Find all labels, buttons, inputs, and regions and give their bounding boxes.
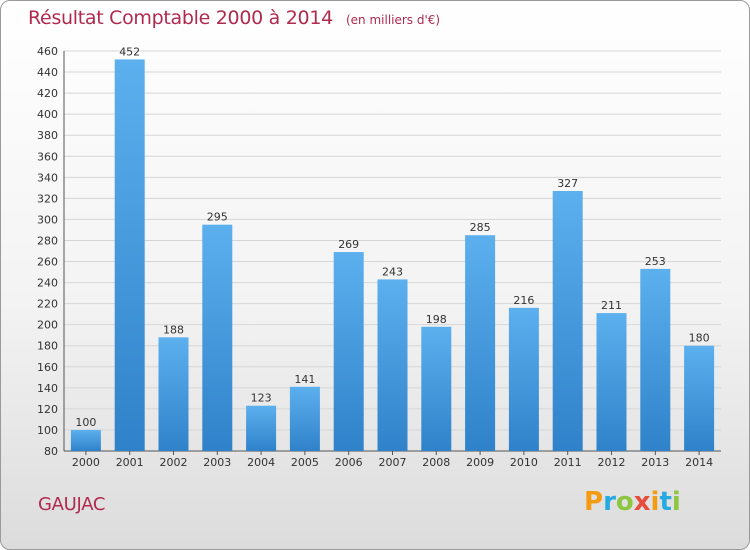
logo-letter: o — [615, 487, 634, 517]
x-tick-label: 2009 — [466, 456, 494, 469]
data-label: 123 — [251, 392, 272, 405]
chart-title: Résultat Comptable 2000 à 2014 — [28, 7, 333, 29]
proxiti-logo: Proxiti — [584, 487, 681, 517]
x-tick-label: 2002 — [160, 456, 188, 469]
logo-letter: t — [659, 487, 672, 517]
x-tick-label: 2004 — [247, 456, 275, 469]
logo-letter: x — [633, 487, 651, 517]
y-tick-label: 220 — [37, 298, 58, 311]
bar — [114, 59, 145, 451]
bar — [158, 337, 189, 451]
y-tick-label: 280 — [37, 234, 58, 247]
data-label: 216 — [513, 294, 534, 307]
y-tick-label: 160 — [37, 361, 58, 374]
y-tick-label: 260 — [37, 256, 58, 269]
y-tick-label: 140 — [37, 382, 58, 395]
x-tick-label: 2012 — [598, 456, 626, 469]
y-tick-label: 380 — [37, 129, 58, 142]
logo-letter: i — [671, 487, 681, 517]
y-tick-label: 300 — [37, 213, 58, 226]
bar — [552, 191, 583, 451]
y-tick-label: 440 — [37, 66, 58, 79]
logo-letter: P — [584, 487, 604, 517]
x-tick-label: 2006 — [335, 456, 363, 469]
bar — [377, 279, 408, 451]
x-tick-label: 2005 — [291, 456, 319, 469]
y-tick-label: 180 — [37, 340, 58, 353]
x-tick-label: 2013 — [641, 456, 669, 469]
bar — [508, 307, 539, 451]
y-tick-label: 360 — [37, 150, 58, 163]
data-label: 285 — [470, 221, 491, 234]
y-tick-label: 80 — [44, 445, 58, 458]
y-tick-label: 240 — [37, 277, 58, 290]
bar — [70, 429, 101, 451]
commune-label: GAUJAC — [38, 494, 106, 515]
data-label: 327 — [557, 177, 578, 190]
x-tick-label: 2011 — [554, 456, 582, 469]
data-label: 180 — [689, 332, 710, 345]
bar — [421, 326, 452, 451]
bar — [596, 313, 627, 451]
data-label: 269 — [338, 238, 359, 251]
x-tick-label: 2003 — [203, 456, 231, 469]
data-label: 198 — [426, 313, 447, 326]
bar — [202, 224, 233, 451]
bar — [289, 386, 320, 451]
data-label: 243 — [382, 265, 403, 278]
y-tick-label: 340 — [37, 171, 58, 184]
chart-title-block: Résultat Comptable 2000 à 2014 (en milli… — [28, 7, 440, 29]
y-tick-label: 460 — [37, 45, 58, 58]
x-tick-label: 2008 — [422, 456, 450, 469]
x-tick-label: 2014 — [685, 456, 713, 469]
x-tick-label: 2007 — [379, 456, 407, 469]
data-label: 188 — [163, 323, 184, 336]
data-label: 253 — [645, 255, 666, 268]
data-label: 211 — [601, 299, 622, 312]
chart-subtitle: (en milliers d'€) — [345, 13, 441, 27]
data-label: 295 — [207, 211, 228, 224]
bar — [246, 405, 277, 451]
data-label: 452 — [119, 45, 140, 58]
data-label: 100 — [75, 416, 96, 429]
y-tick-label: 400 — [37, 108, 58, 121]
logo-letter: i — [650, 487, 660, 517]
y-tick-label: 120 — [37, 403, 58, 416]
y-tick-label: 200 — [37, 319, 58, 332]
bar — [640, 268, 671, 451]
x-tick-label: 2010 — [510, 456, 538, 469]
y-tick-label: 100 — [37, 424, 58, 437]
bar — [465, 235, 496, 451]
x-tick-label: 2000 — [72, 456, 100, 469]
y-tick-label: 420 — [37, 87, 58, 100]
x-tick-label: 2001 — [116, 456, 144, 469]
bar — [333, 252, 364, 451]
y-tick-label: 320 — [37, 192, 58, 205]
data-label: 141 — [294, 373, 315, 386]
logo-letter: r — [603, 487, 616, 517]
bar — [684, 345, 715, 451]
